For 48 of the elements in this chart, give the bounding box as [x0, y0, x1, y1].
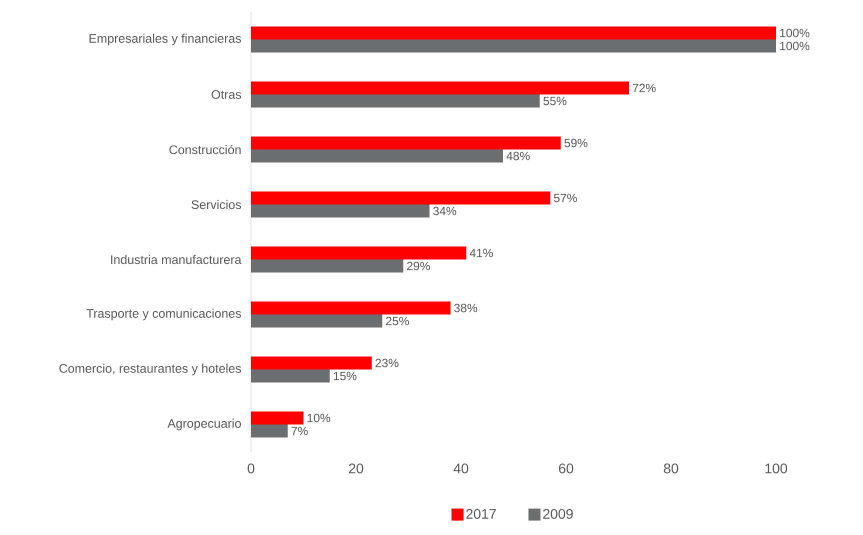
y-tick-label: Comercio, restaurantes y hoteles: [59, 364, 242, 376]
y-tick-label: Otras: [212, 90, 242, 99]
legend-label: 2017: [466, 508, 496, 519]
bar: [251, 40, 776, 52]
data-label: 100%: [780, 42, 810, 50]
y-tick-label: Industria manufacturera: [111, 254, 242, 264]
x-tick-label: 0: [248, 463, 254, 474]
data-label: 59%: [564, 138, 588, 148]
data-label: 10%: [308, 414, 330, 422]
data-label: 23%: [376, 358, 398, 368]
data-label: 25%: [386, 316, 409, 326]
data-label: 72%: [632, 84, 656, 92]
y-tick-label: Trasporte y comunicaciones: [86, 308, 242, 320]
y-tick-label: Empresariales y financieras: [90, 34, 242, 46]
data-label: 15%: [334, 372, 356, 380]
data-label: 100%: [780, 28, 810, 38]
x-tick-label: 20: [348, 463, 364, 474]
data-label: 41%: [470, 248, 493, 258]
bar: [251, 82, 630, 94]
bar: [251, 301, 451, 314]
legend-label: 2009: [543, 508, 573, 519]
y-tick-label: Servicios: [192, 200, 242, 210]
x-tick-label: 40: [454, 463, 468, 474]
bar: [251, 26, 776, 40]
data-label: 38%: [454, 304, 478, 312]
x-tick-label: 80: [664, 463, 678, 474]
bar: [251, 150, 504, 162]
bar: [251, 192, 550, 204]
bar: [251, 369, 330, 382]
bar: [251, 136, 561, 150]
y-tick-label: Construcción: [169, 144, 241, 154]
bar: [251, 424, 288, 438]
bar: [251, 259, 404, 272]
data-label: 55%: [543, 96, 566, 106]
bar: [251, 94, 540, 108]
data-label: 48%: [506, 152, 530, 160]
data-label: 29%: [407, 262, 430, 270]
bar: [251, 314, 382, 328]
bar: [251, 411, 304, 424]
data-label: 34%: [433, 206, 456, 216]
bar: [251, 204, 430, 218]
bar: [251, 246, 466, 260]
x-tick-label: 60: [558, 463, 574, 474]
bar: [251, 356, 372, 370]
data-label: 57%: [554, 194, 577, 202]
data-label: 7%: [292, 426, 308, 436]
y-tick-label: Agropecuario: [167, 418, 241, 430]
x-tick-label: 100: [765, 463, 788, 474]
